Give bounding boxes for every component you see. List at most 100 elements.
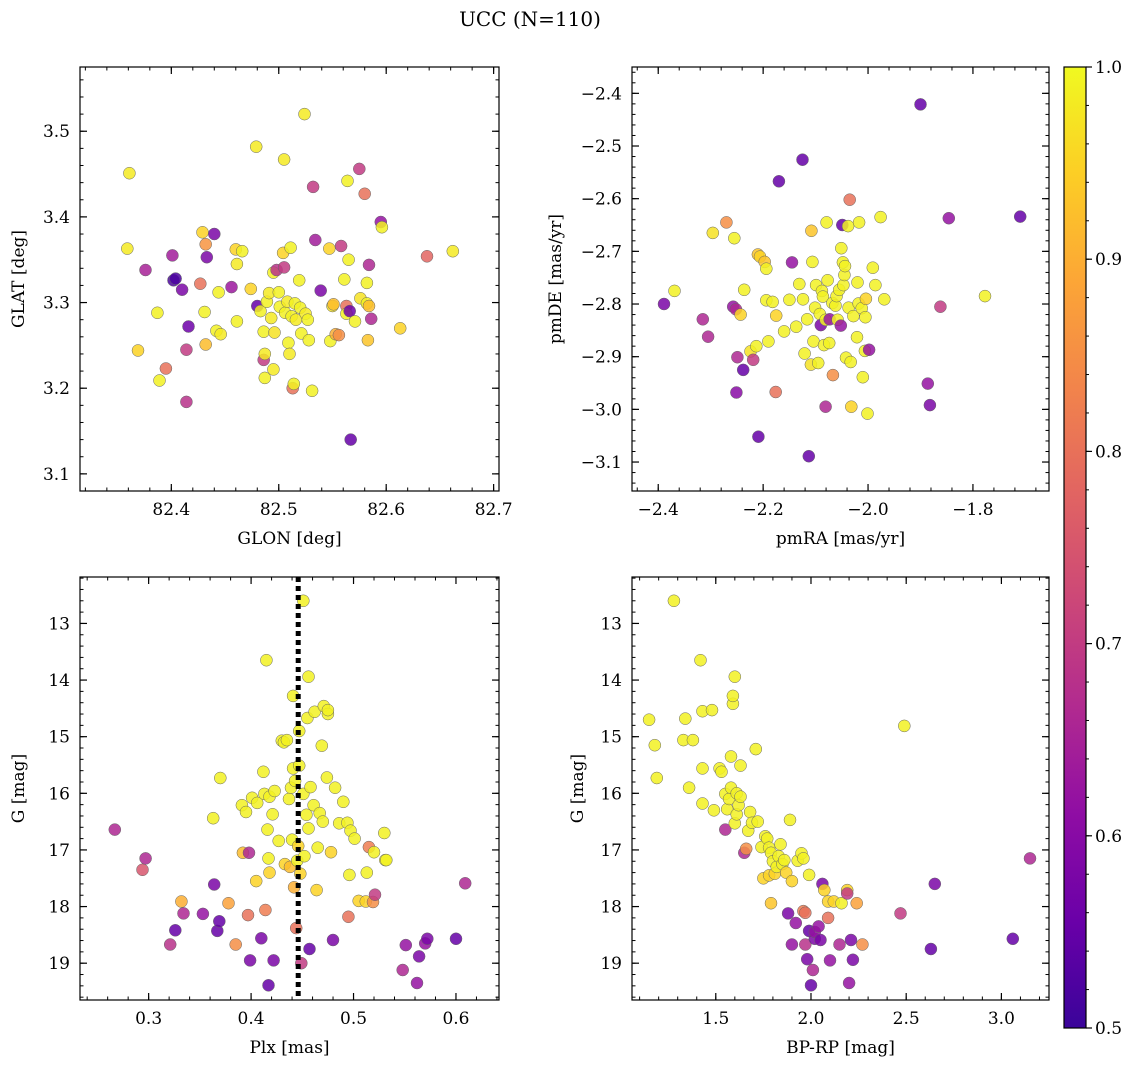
scatter-point — [841, 219, 855, 233]
scatter-point — [724, 750, 738, 763]
scatter-point — [421, 932, 434, 946]
scatter-point — [668, 284, 681, 298]
plot-frame — [79, 576, 500, 1001]
scatter-point — [1006, 932, 1020, 946]
scatter-point — [338, 273, 351, 286]
point-group — [108, 594, 472, 992]
scatter-point — [123, 166, 136, 180]
scatter-point — [314, 284, 327, 297]
scatter-point — [225, 280, 238, 294]
y-tick-label: 16 — [48, 784, 70, 804]
scatter-point — [934, 300, 947, 313]
scatter-point — [163, 938, 177, 951]
scatter-point — [719, 823, 732, 836]
scatter-point — [799, 938, 812, 951]
scatter-point — [412, 950, 426, 963]
y-tick-label: −2.7 — [581, 242, 622, 262]
scatter-point — [315, 739, 329, 752]
scatter-point — [262, 852, 275, 865]
x-tick-label: 0.3 — [135, 1009, 162, 1029]
y-tick-label: 15 — [48, 728, 70, 748]
scatter-point — [816, 290, 830, 303]
scatter-point — [364, 312, 378, 326]
scatter-point — [657, 297, 671, 311]
scatter-point — [243, 954, 257, 967]
scatter-point — [458, 877, 472, 890]
scatter-point — [851, 276, 864, 289]
y-tick-label: −2.8 — [581, 295, 622, 315]
scatter-point — [798, 347, 811, 360]
scatter-point — [177, 907, 190, 920]
scatter-point — [866, 261, 880, 274]
scatter-point — [785, 874, 799, 888]
scatter-point — [198, 305, 211, 319]
y-tick-label: 15 — [600, 728, 622, 748]
scatter-point — [282, 336, 295, 350]
scatter-point — [840, 887, 854, 900]
scatter-point — [311, 841, 324, 854]
figure-title: UCC (N=110) — [459, 7, 601, 31]
scatter-point — [151, 306, 164, 320]
scatter-point — [811, 356, 825, 370]
y-tick-label: 3.4 — [43, 208, 70, 228]
scatter-point — [869, 278, 882, 292]
scatter-point — [789, 916, 803, 930]
scatter-point — [348, 832, 361, 845]
scatter-point — [213, 915, 226, 928]
scatter-point — [323, 242, 336, 255]
point-group — [642, 594, 1037, 992]
scatter-point — [850, 330, 864, 344]
y-axis-label: G [mag] — [568, 754, 588, 823]
scatter-point — [230, 257, 244, 271]
scatter-point — [807, 335, 820, 348]
scatter-point — [327, 298, 340, 311]
scatter-point — [844, 355, 857, 369]
colorbar-frame — [1063, 66, 1087, 1029]
scatter-point — [793, 277, 806, 291]
scatter-point — [720, 216, 733, 229]
scatter-point — [321, 703, 335, 717]
scatter-point — [823, 954, 837, 967]
scatter-point — [249, 874, 263, 888]
scatter-point — [263, 866, 276, 879]
scatter-point — [298, 107, 311, 121]
scatter-point — [696, 313, 710, 326]
x-tick-label: −1.8 — [952, 500, 993, 520]
scatter-point — [806, 963, 820, 977]
colorbar: 0.5 0.6 0.7 0.8 0.9 1.0 — [1063, 58, 1122, 1039]
scatter-point — [239, 805, 253, 819]
scatter-point — [705, 703, 719, 717]
scatter-point — [736, 363, 750, 377]
x-tick-label: 2.0 — [797, 1009, 824, 1029]
scatter-point — [268, 784, 281, 798]
y-tick-label: 13 — [600, 614, 622, 634]
scatter-point — [131, 344, 145, 357]
scatter-point — [772, 175, 786, 188]
scatter-point — [764, 896, 778, 910]
x-tick-label: −2.4 — [638, 500, 679, 520]
scatter-point — [196, 907, 210, 921]
scatter-point — [648, 738, 662, 752]
plot-frame — [631, 576, 1050, 1001]
y-axis-label: G [mag] — [9, 754, 29, 823]
scatter-point — [255, 932, 268, 945]
scatter-point — [743, 805, 757, 819]
scatter-point — [308, 705, 321, 719]
scatter-point — [199, 338, 212, 351]
scatter-point — [728, 231, 741, 245]
x-tick-label: 82.6 — [367, 500, 405, 520]
y-tick-label: −3.0 — [581, 400, 622, 420]
y-tick-label: 16 — [600, 784, 622, 804]
scatter-point — [796, 293, 810, 306]
scatter-point — [303, 942, 316, 956]
y-tick-label: 3.1 — [43, 465, 70, 485]
scatter-point — [342, 910, 355, 924]
scatter-point — [344, 433, 357, 446]
scatter-point — [212, 286, 225, 299]
x-axis-label: BP-RP [mag] — [786, 1038, 895, 1058]
scatter-point — [139, 852, 152, 865]
colorbar-gradient — [1064, 67, 1086, 1028]
scatter-point — [859, 310, 872, 324]
scatter-point — [244, 282, 258, 296]
scatter-point — [375, 220, 389, 234]
